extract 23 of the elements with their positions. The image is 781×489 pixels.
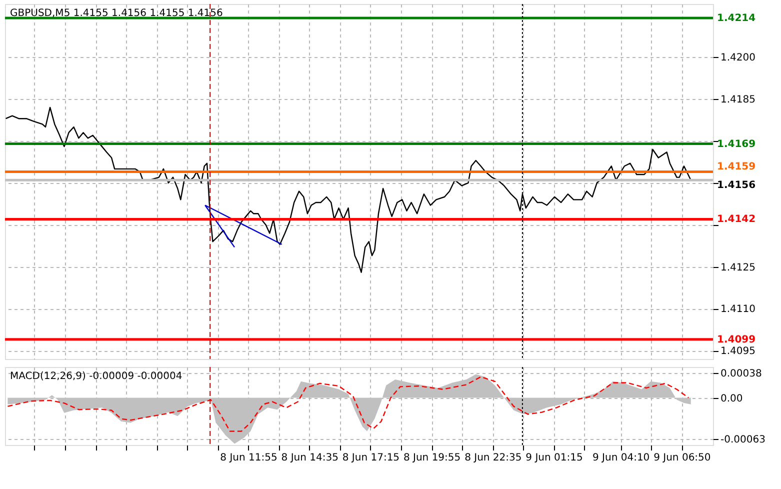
ref-line-label: 1.4169 bbox=[717, 138, 756, 150]
x-tick-label: 8 Jun 17:15 bbox=[342, 452, 400, 464]
y-tick-label: -0.00063 bbox=[720, 434, 766, 446]
ref-line-label: 1.4159 bbox=[717, 162, 756, 173]
chart-title: MACD(12,26,9) -0.00009 -0.00004 bbox=[10, 371, 182, 382]
x-tick-label: 9 Jun 01:15 bbox=[526, 452, 583, 464]
x-tick-label: 8 Jun 11:55 bbox=[220, 452, 278, 464]
y-tick-label: 1.4200 bbox=[720, 52, 756, 64]
x-tick-label: 8 Jun 22:35 bbox=[464, 452, 522, 464]
x-tick-label: 9 Jun 06:50 bbox=[654, 452, 711, 464]
x-tick-label: 9 Jun 04:10 bbox=[592, 452, 650, 464]
y-tick-label: 1.4110 bbox=[720, 304, 756, 316]
ref-line-label: 1.4142 bbox=[717, 214, 756, 226]
x-tick-label: 8 Jun 19:55 bbox=[403, 452, 461, 464]
ref-line-label: 1.4156 bbox=[717, 180, 756, 192]
y-tick-label: 1.4125 bbox=[720, 262, 756, 274]
y-tick-label: 1.4095 bbox=[720, 346, 756, 358]
y-tick-label: 1.4185 bbox=[720, 94, 756, 106]
y-tick-label: 0.00038 bbox=[720, 368, 762, 380]
y-tick-label: 0.00 bbox=[720, 393, 743, 404]
ref-line-label: 1.4099 bbox=[717, 334, 756, 346]
ref-line-label: 1.4214 bbox=[717, 12, 756, 24]
x-tick-label: 8 Jun 14:35 bbox=[281, 452, 338, 464]
